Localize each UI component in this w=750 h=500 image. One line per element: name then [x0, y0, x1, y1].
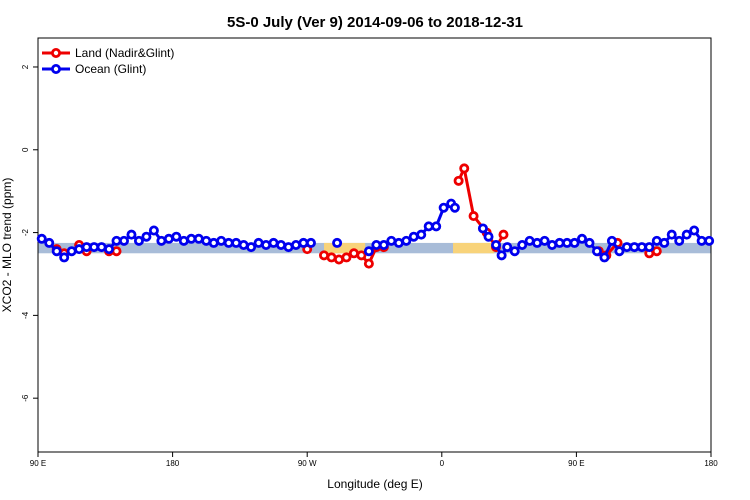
x-tick-label: 90 W — [298, 459, 317, 468]
ocean-point — [584, 237, 595, 248]
x-tick-label: 180 — [166, 459, 180, 468]
ocean-point — [332, 237, 343, 248]
ocean-point — [118, 235, 129, 246]
x-tick-label: 0 — [440, 459, 445, 468]
land-point — [498, 229, 509, 240]
legend-label: Ocean (Glint) — [75, 62, 146, 76]
ocean-point — [689, 225, 700, 236]
land-highlight — [453, 242, 495, 254]
ocean-point — [606, 235, 617, 246]
ocean-point — [59, 252, 70, 263]
land-point — [363, 258, 374, 269]
ocean-point — [44, 237, 55, 248]
ocean-point — [363, 246, 374, 257]
ocean-point — [659, 237, 670, 248]
ocean-point — [517, 239, 528, 250]
x-tick-label: 90 E — [30, 459, 46, 468]
x-axis-label: Longitude (deg E) — [327, 477, 422, 491]
ocean-point — [246, 242, 257, 253]
land-point — [651, 246, 662, 257]
ocean-point — [496, 250, 507, 261]
legend: Land (Nadir&Glint) Ocean (Glint) — [42, 46, 174, 76]
ocean-point — [141, 231, 152, 242]
plot-area: 90 E 180 90 W 0 90 E 180 2 0 -2 -4 -6 — [21, 37, 718, 468]
ocean-point — [416, 229, 427, 240]
land-series-line — [457, 166, 505, 249]
legend-label: Land (Nadir&Glint) — [75, 46, 174, 60]
ocean-point — [133, 235, 144, 246]
legend-marker — [51, 64, 62, 75]
legend-marker — [51, 48, 62, 59]
ocean-point — [148, 225, 159, 236]
ocean-point — [438, 202, 449, 213]
y-tick-label: 2 — [21, 64, 30, 69]
y-tick-label: 0 — [21, 147, 30, 152]
x-tick-label: 90 E — [568, 459, 584, 468]
ocean-point — [126, 229, 137, 240]
ocean-point — [591, 246, 602, 257]
land-point — [453, 175, 464, 186]
ocean-point — [577, 233, 588, 244]
ocean-point — [401, 235, 412, 246]
ocean-point — [614, 246, 625, 257]
ocean-point — [449, 202, 460, 213]
ocean-point — [477, 223, 488, 234]
land-highlight — [324, 242, 366, 254]
ocean-point — [674, 235, 685, 246]
land-point — [341, 252, 352, 263]
ocean-point — [704, 235, 715, 246]
ocean-point — [491, 239, 502, 250]
ocean-point — [666, 229, 677, 240]
x-tick-label: 180 — [704, 459, 718, 468]
ocean-point — [378, 239, 389, 250]
ocean-point — [51, 246, 62, 257]
ocean-point — [305, 237, 316, 248]
ocean-point — [509, 246, 520, 257]
land-point — [356, 250, 367, 261]
y-axis-label: XCO2 - MLO trend (ppm) — [0, 178, 14, 313]
land-point — [459, 163, 470, 174]
y-tick-label: -6 — [21, 394, 30, 402]
ocean-point — [569, 237, 580, 248]
ocean-point — [599, 252, 610, 263]
ocean-point — [431, 221, 442, 232]
ocean-point — [104, 244, 115, 255]
y-tick-label: -2 — [21, 228, 30, 236]
chart-title: 5S-0 July (Ver 9) 2014-09-06 to 2018-12-… — [227, 14, 523, 31]
ocean-point — [36, 233, 47, 244]
ocean-point — [539, 235, 550, 246]
land-point — [468, 211, 479, 222]
y-tick-label: -4 — [21, 311, 30, 319]
ocean-point — [483, 231, 494, 242]
ocean-point — [171, 231, 182, 242]
ocean-point — [502, 242, 513, 253]
ocean-point — [644, 242, 655, 253]
ocean-point — [681, 229, 692, 240]
